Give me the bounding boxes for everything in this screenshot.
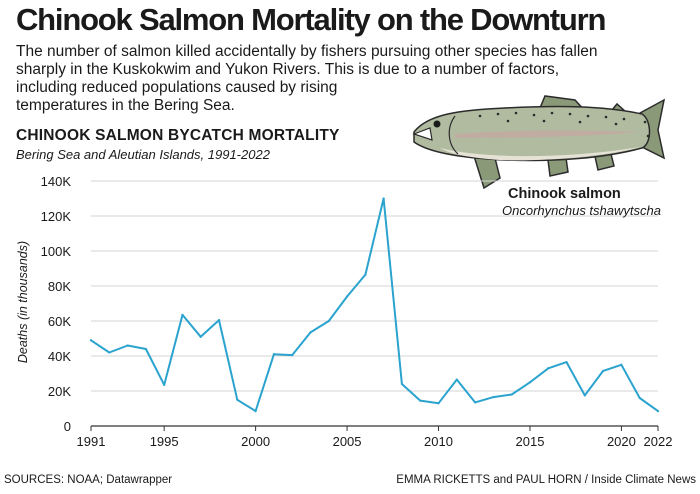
salmon-mouth bbox=[412, 127, 433, 141]
intro-line: including reduced populations caused by … bbox=[16, 79, 338, 96]
x-tick-label: 1995 bbox=[150, 434, 179, 449]
series-line-0 bbox=[90, 197, 659, 413]
intro-text: The number of salmon killed accidentally… bbox=[16, 43, 676, 115]
data-point bbox=[437, 402, 440, 405]
data-point bbox=[455, 378, 458, 381]
x-tick-label: 2020 bbox=[607, 434, 636, 449]
data-point bbox=[620, 363, 623, 366]
data-point bbox=[272, 353, 276, 356]
data-point bbox=[163, 383, 166, 386]
illustration-latin-name: Oncorhynchus tshawytscha bbox=[502, 203, 661, 218]
series-layer bbox=[89, 197, 660, 413]
y-axis-label: Deaths (in thousands) bbox=[16, 241, 30, 363]
y-tick-label: 120K bbox=[41, 209, 72, 224]
data-point bbox=[309, 331, 312, 334]
salmon-stripe bbox=[455, 130, 640, 138]
salmon-eye bbox=[433, 120, 441, 128]
data-point bbox=[547, 367, 550, 370]
data-point bbox=[236, 398, 239, 401]
x-tick-label: 2010 bbox=[424, 434, 453, 449]
data-point bbox=[364, 273, 367, 276]
x-tick-label: 2000 bbox=[241, 434, 270, 449]
data-point bbox=[583, 394, 586, 397]
y-tick-label: 80K bbox=[48, 279, 71, 294]
data-point bbox=[345, 295, 349, 298]
data-point bbox=[492, 396, 495, 399]
y-tick-label: 100K bbox=[41, 244, 72, 259]
data-point bbox=[510, 393, 513, 396]
data-point bbox=[144, 347, 147, 351]
y-tick-label: 40K bbox=[48, 349, 71, 364]
data-point bbox=[199, 335, 202, 338]
data-point bbox=[382, 197, 385, 200]
y-tick-label: 140K bbox=[41, 174, 72, 189]
sources-note: SOURCES: NOAA; Datawrapper bbox=[4, 474, 173, 486]
data-point bbox=[217, 319, 221, 322]
data-point bbox=[181, 313, 184, 316]
salmon-gill bbox=[448, 115, 459, 155]
salmon-illustration bbox=[412, 95, 666, 190]
salmon-belly bbox=[440, 147, 640, 161]
x-tick-label: 2015 bbox=[516, 434, 545, 449]
credit-note: EMMA RICKETTS and PAUL HORN / Inside Cli… bbox=[396, 474, 696, 486]
intro-line: The number of salmon killed accidentally… bbox=[16, 43, 598, 60]
x-tick-label: 2005 bbox=[333, 434, 362, 449]
illustration-common-name: Chinook salmon bbox=[508, 186, 621, 202]
x-tick-label: 1991 bbox=[77, 434, 106, 449]
data-point bbox=[400, 382, 404, 386]
salmon-spots bbox=[478, 111, 650, 138]
y-tick-label: 20K bbox=[48, 384, 71, 399]
data-point bbox=[528, 381, 532, 384]
chart-subtitle: Bering Sea and Aleutian Islands, 1991-20… bbox=[16, 147, 270, 162]
data-point bbox=[327, 319, 330, 323]
data-point bbox=[108, 351, 111, 354]
intro-line: sharply in the Kuskokwim and Yukon River… bbox=[16, 61, 560, 78]
data-point bbox=[126, 344, 129, 347]
data-point bbox=[89, 339, 93, 342]
data-point bbox=[602, 369, 605, 372]
grid-layer bbox=[91, 180, 658, 392]
y-tick-label: 0 bbox=[64, 419, 71, 434]
data-point bbox=[473, 401, 477, 404]
x-tick-label: 2022 bbox=[644, 434, 673, 449]
y-tick-label: 60K bbox=[48, 314, 71, 329]
data-point bbox=[291, 354, 294, 357]
data-point bbox=[638, 396, 641, 400]
page-title: Chinook Salmon Mortality on the Downturn bbox=[16, 2, 606, 37]
axis-layer: 0 20K 40K 60K 80K 100K 120K 140K 1991 1995 2000 200… bbox=[41, 174, 673, 449]
chart-title: CHINOOK SALMON BYCATCH MORTALITY bbox=[16, 127, 340, 144]
data-point bbox=[419, 399, 422, 402]
data-point bbox=[656, 410, 660, 413]
data-point bbox=[565, 361, 568, 364]
data-point bbox=[254, 410, 257, 413]
intro-line: temperatures in the Bering Sea. bbox=[16, 97, 235, 114]
